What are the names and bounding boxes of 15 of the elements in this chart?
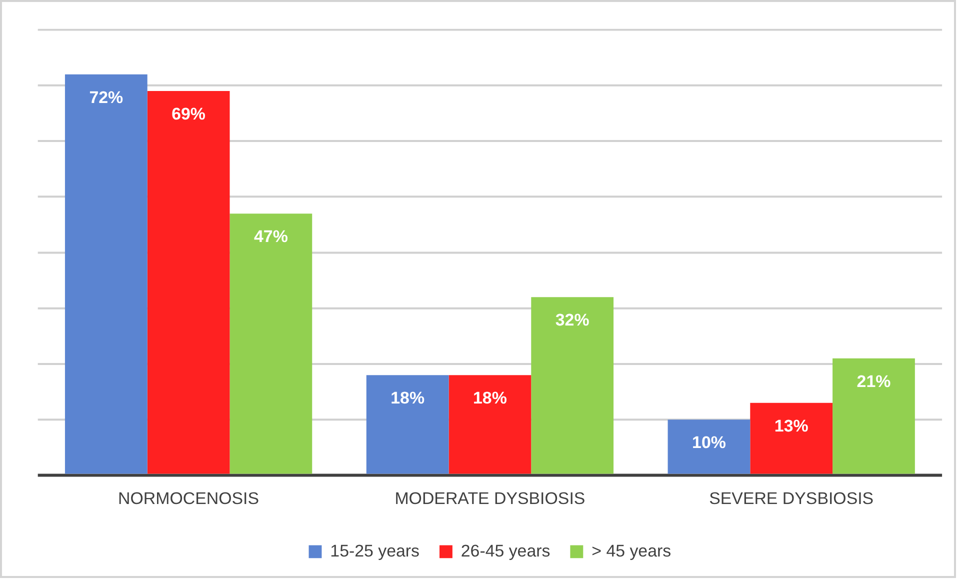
data-label: 47% [254, 227, 288, 246]
data-label: 13% [774, 416, 808, 436]
data-label: 21% [856, 372, 891, 391]
data-label: 32% [555, 310, 590, 330]
x-tick-label: NORMOCENOSIS [118, 489, 260, 508]
legend-label: 26-45 years [460, 541, 550, 560]
data-label: 18% [390, 388, 424, 408]
legend-label: > 45 years [592, 541, 672, 560]
x-tick-label: SEVERE DYSBIOSIS [709, 489, 874, 508]
data-label: 72% [89, 88, 124, 107]
data-label: 69% [172, 104, 206, 124]
data-label: 10% [692, 433, 726, 452]
legend-label: 15-25 years [330, 541, 420, 560]
data-label: 18% [473, 388, 507, 408]
x-tick-label: MODERATE DYSBIOSIS [394, 489, 586, 508]
